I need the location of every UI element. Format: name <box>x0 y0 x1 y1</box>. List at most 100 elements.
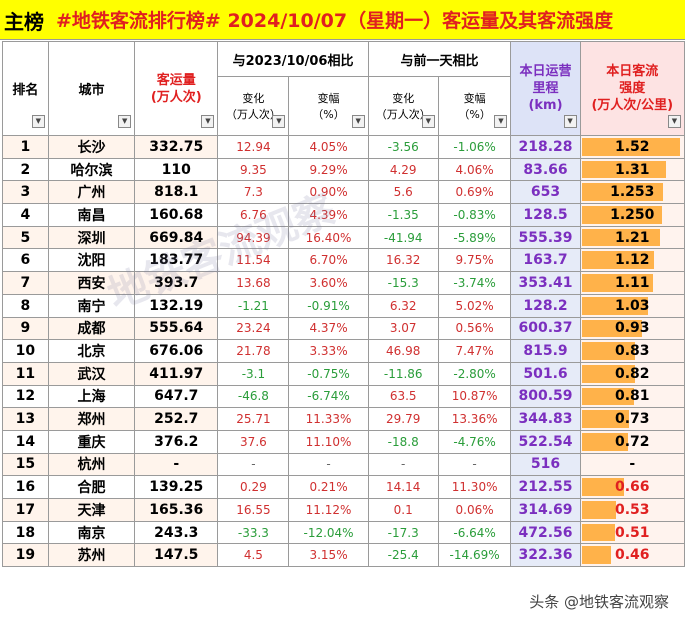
filter-dropdown-icon[interactable]: ▼ <box>201 115 215 128</box>
dod-pct-cell: 0.56% <box>437 316 512 341</box>
intensity-value: 0.72 <box>615 433 650 450</box>
table-row: 9 成都 555.64 23.24 4.37% 3.07 0.56% 600.37 0.93 <box>2 316 685 341</box>
intensity-value: 0.66 <box>615 479 650 496</box>
yoy-change-cell: -1.21 <box>217 293 290 318</box>
rank-cell: 14 <box>2 429 49 454</box>
dod-pct-cell: 10.87% <box>437 384 512 409</box>
yoy-pct-cell: 9.29% <box>288 157 369 182</box>
yoy-pct-cell: 3.15% <box>288 543 369 568</box>
rank-cell: 11 <box>2 361 49 386</box>
yoy-pct-cell: 0.21% <box>288 475 369 499</box>
intensity-cell: 0.72 <box>579 429 685 454</box>
filter-dropdown-icon[interactable]: ▼ <box>31 115 45 128</box>
header-yoy-change[interactable]: 变化 （万人次） ▼ <box>217 76 290 136</box>
mileage-cell: 212.55 <box>510 475 581 499</box>
flow-cell: 139.25 <box>134 475 219 499</box>
dod-pct-cell: 0.06% <box>437 498 512 522</box>
intensity-cell: 0.46 <box>579 543 685 568</box>
rank-cell: 10 <box>2 339 49 363</box>
mileage-cell: 314.69 <box>510 498 581 522</box>
intensity-cell: 1.03 <box>579 293 685 318</box>
header-dod-pct-label: 变幅 （%） <box>458 92 491 121</box>
filter-dropdown-icon[interactable]: ▼ <box>563 115 577 128</box>
rank-cell: 18 <box>2 520 49 545</box>
dod-change-cell: -18.8 <box>367 429 439 454</box>
city-cell: 苏州 <box>47 543 136 568</box>
rank-cell: 19 <box>2 543 49 568</box>
intensity-cell: 0.83 <box>579 339 685 363</box>
header-city[interactable]: 城市 ▼ <box>47 41 136 136</box>
header-dod-group: 与前一天相比 <box>367 41 512 77</box>
filter-dropdown-icon[interactable]: ▼ <box>494 115 508 128</box>
flow-cell: 165.36 <box>134 498 219 522</box>
header-rank-label: 排名 <box>12 83 39 98</box>
yoy-pct-cell: -6.74% <box>288 384 369 409</box>
table-row: 16 合肥 139.25 0.29 0.21% 14.14 11.30% 212.55 0.66 <box>2 475 685 499</box>
yoy-change-cell: 23.24 <box>217 316 290 341</box>
header-yoy-pct[interactable]: 变幅 （%） ▼ <box>288 76 369 136</box>
yoy-change-cell: 21.78 <box>217 339 290 363</box>
yoy-pct-cell: 6.70% <box>288 248 369 273</box>
city-cell: 南京 <box>47 520 136 545</box>
yoy-pct-cell: 11.12% <box>288 498 369 522</box>
table-row: 6 沈阳 183.77 11.54 6.70% 16.32 9.75% 163.7 1.12 <box>2 248 685 273</box>
intensity-bar <box>581 228 660 247</box>
flow-cell: 147.5 <box>134 543 219 568</box>
intensity-cell: 1.52 <box>579 135 685 159</box>
flow-cell: 252.7 <box>134 407 219 431</box>
rank-cell: 3 <box>2 180 49 205</box>
intensity-value: 0.73 <box>615 411 650 428</box>
filter-dropdown-icon[interactable]: ▼ <box>351 115 365 128</box>
rank-cell: 2 <box>2 157 49 182</box>
header-flow[interactable]: 客运量 (万人次) ▼ <box>134 41 219 136</box>
header-intensity[interactable]: 本日客流 强度 (万人次/公里) ▼ <box>579 41 685 136</box>
intensity-bar <box>581 206 663 224</box>
flow-cell: 818.1 <box>134 180 219 205</box>
yoy-pct-cell: -12.04% <box>288 520 369 545</box>
yoy-change-cell: 12.94 <box>217 135 290 159</box>
dod-change-cell: -17.3 <box>367 520 439 545</box>
intensity-bar <box>581 319 642 338</box>
title-tag: 主榜 <box>4 10 44 34</box>
filter-dropdown-icon[interactable]: ▼ <box>272 115 286 128</box>
header-intensity-label: 本日客流 强度 (万人次/公里) <box>591 64 674 113</box>
yoy-pct-cell: 4.39% <box>288 203 369 227</box>
intensity-cell: 0.93 <box>579 316 685 341</box>
city-cell: 西安 <box>47 271 136 295</box>
mileage-cell: 522.54 <box>510 429 581 454</box>
yoy-change-cell: 11.54 <box>217 248 290 273</box>
intensity-bar <box>581 432 629 451</box>
intensity-bar <box>581 274 654 292</box>
rank-cell: 16 <box>2 475 49 499</box>
city-cell: 杭州 <box>47 452 136 477</box>
intensity-bar <box>581 183 663 202</box>
mileage-cell: 322.36 <box>510 543 581 568</box>
dod-change-cell: 63.5 <box>367 384 439 409</box>
header-dod-change[interactable]: 变化 （万人次） ▼ <box>367 76 439 136</box>
rank-cell: 17 <box>2 498 49 522</box>
header-mileage[interactable]: 本日运营 里程 (km) ▼ <box>510 41 581 136</box>
filter-dropdown-icon[interactable]: ▼ <box>118 115 132 128</box>
mileage-cell: 128.2 <box>510 293 581 318</box>
yoy-change-cell: 4.5 <box>217 543 290 568</box>
header-dod-pct[interactable]: 变幅 （%） ▼ <box>437 76 512 136</box>
filter-dropdown-icon[interactable]: ▼ <box>421 115 435 128</box>
flow-cell: 393.7 <box>134 271 219 295</box>
mileage-cell: 600.37 <box>510 316 581 341</box>
rank-cell: 13 <box>2 407 49 431</box>
header-rank[interactable]: 排名 ▼ <box>2 41 49 136</box>
intensity-cell: 0.51 <box>579 520 685 545</box>
yoy-pct-cell: -0.91% <box>288 293 369 318</box>
filter-dropdown-icon[interactable]: ▼ <box>668 115 681 128</box>
rank-cell: 1 <box>2 135 49 159</box>
intensity-cell: 0.81 <box>579 384 685 409</box>
city-cell: 武汉 <box>47 361 136 386</box>
flow-cell: 183.77 <box>134 248 219 273</box>
page-title: #地铁客流排行榜# 2024/10/07（星期一）客运量及其客流强度 <box>56 10 614 32</box>
city-cell: 沈阳 <box>47 248 136 273</box>
intensity-value: 0.83 <box>615 343 650 360</box>
mileage-cell: 218.28 <box>510 135 581 159</box>
table-body: 1 长沙 332.75 12.94 4.05% -3.56 -1.06% 218.28 1.52… <box>2 135 685 568</box>
table-row: 8 南宁 132.19 -1.21 -0.91% 6.32 5.02% 128.2 1.03 <box>2 293 685 318</box>
header-yoy-group: 与2023/10/06相比 <box>217 41 369 77</box>
